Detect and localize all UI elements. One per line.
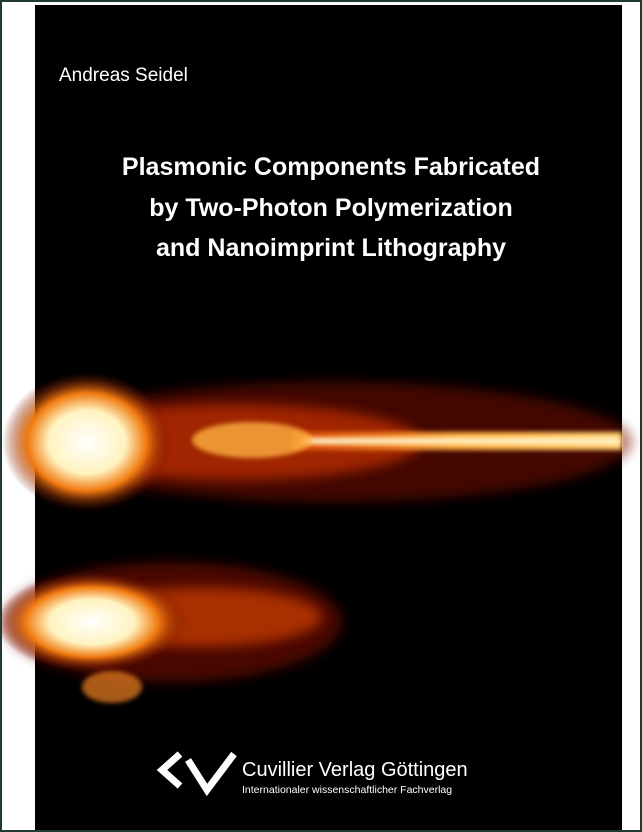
publisher-name: Cuvillier Verlag Göttingen [242, 759, 468, 781]
author: Andreas Seidel [59, 65, 188, 86]
title-line: by Two-Photon Polymerization [149, 194, 512, 222]
publisher-tagline: Internationaler wissenschaftlicher Fachv… [242, 784, 452, 796]
title-line: Plasmonic Components Fabricated [122, 153, 540, 181]
book-cover-page: Andreas Seidel Plasmonic Components Fabr… [0, 0, 642, 832]
title-line: and Nanoimprint Lithography [156, 234, 506, 262]
book-cover: Andreas Seidel Plasmonic Components Fabr… [2, 2, 640, 830]
